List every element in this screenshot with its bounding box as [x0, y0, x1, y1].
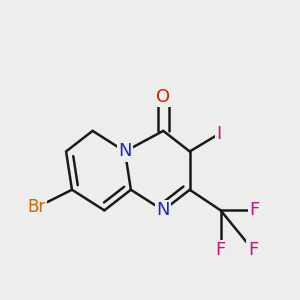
Text: O: O: [156, 88, 170, 106]
Text: N: N: [157, 201, 170, 219]
Text: Br: Br: [28, 198, 46, 216]
Text: N: N: [118, 142, 132, 160]
Text: F: F: [248, 241, 258, 259]
Text: F: F: [215, 241, 226, 259]
Text: F: F: [249, 201, 260, 219]
Text: I: I: [217, 125, 222, 143]
